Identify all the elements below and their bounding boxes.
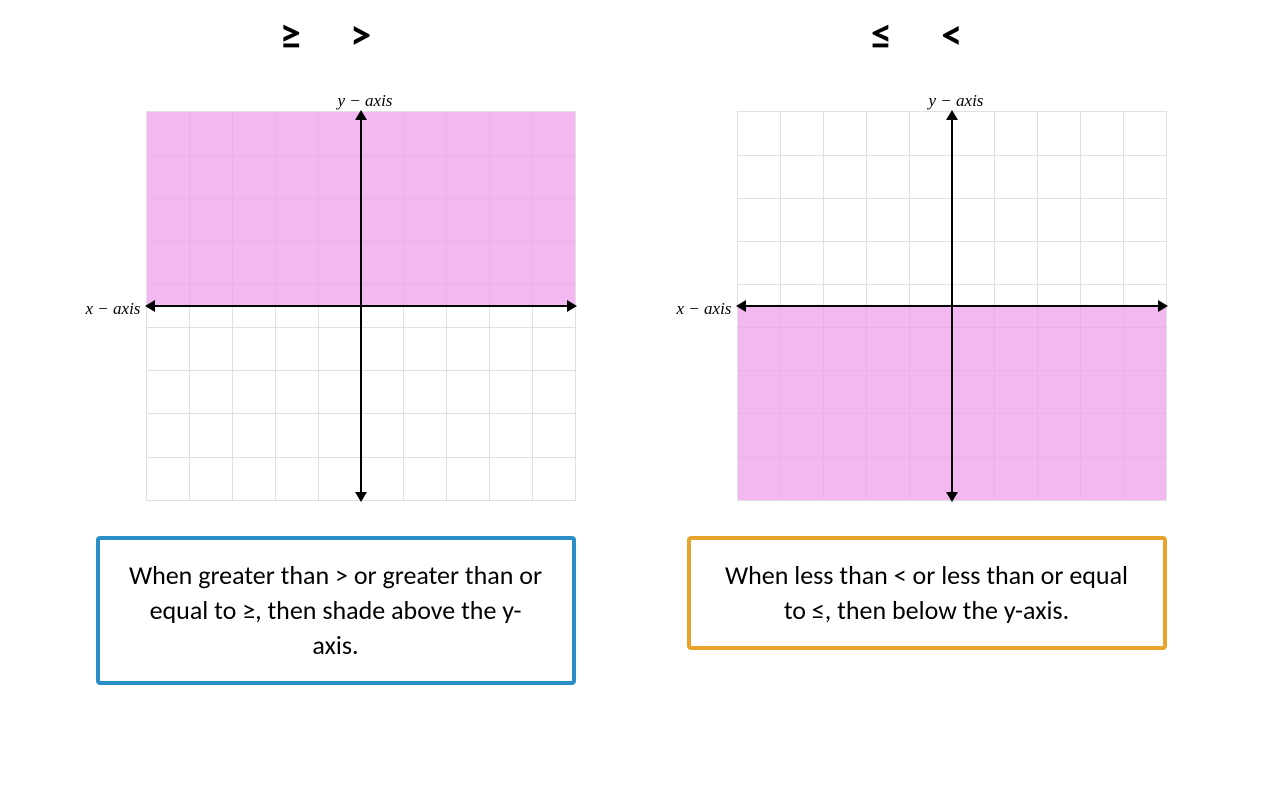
y-axis-line [360, 112, 362, 500]
y-axis-label-left: y − axis [338, 91, 393, 111]
arrow-left-icon [736, 300, 746, 312]
symbols-greater: ≥ > [280, 10, 391, 61]
y-axis-line [951, 112, 953, 500]
arrow-right-icon [567, 300, 577, 312]
caption-box-greater: When greater than > or greater than or e… [96, 536, 576, 685]
diagram-container: ≥ > y − axis x − axis [0, 0, 1262, 685]
arrow-right-icon [1158, 300, 1168, 312]
x-axis-label-right: x − axis [677, 299, 732, 319]
panel-less: ≤ < y − axis x − axis [647, 0, 1207, 685]
y-axis-label-right: y − axis [929, 91, 984, 111]
arrow-left-icon [145, 300, 155, 312]
arrow-up-icon [355, 110, 367, 120]
caption-box-less: When less than < or less than or equal t… [687, 536, 1167, 650]
graph-wrapper-right: y − axis x − axis [677, 91, 1177, 511]
arrow-down-icon [946, 492, 958, 502]
graph-right [737, 111, 1167, 501]
arrow-down-icon [355, 492, 367, 502]
arrow-up-icon [946, 110, 958, 120]
symbols-less: ≤ < [871, 10, 982, 61]
graph-left [146, 111, 576, 501]
x-axis-label-left: x − axis [86, 299, 141, 319]
graph-wrapper-left: y − axis x − axis [86, 91, 586, 511]
panel-greater: ≥ > y − axis x − axis [56, 0, 616, 685]
